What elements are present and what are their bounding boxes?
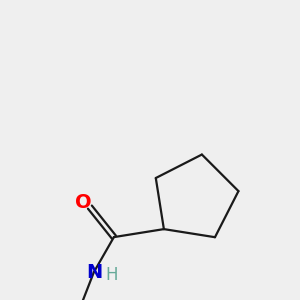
Text: N: N [86, 262, 102, 282]
Text: H: H [106, 266, 118, 284]
Text: O: O [75, 193, 91, 211]
